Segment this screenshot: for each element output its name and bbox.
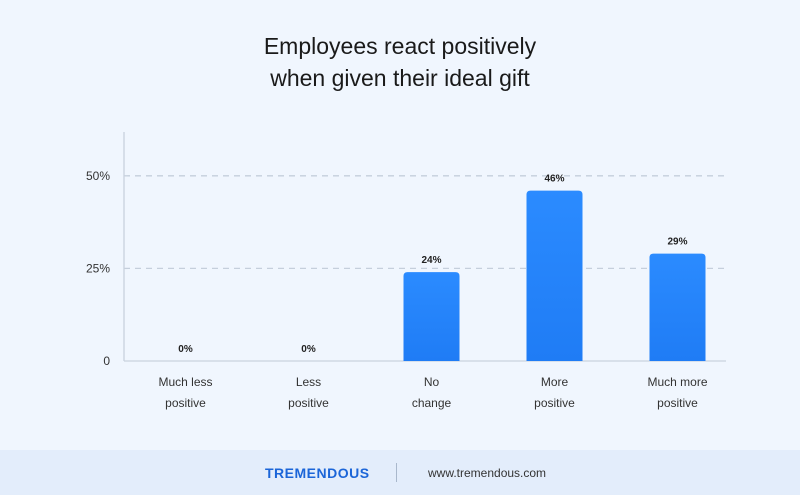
- chart-title: Employees react positively when given th…: [263, 33, 537, 91]
- x-tick-label: change: [412, 396, 452, 410]
- x-tick-label: Less: [296, 375, 321, 389]
- data-label: 46%: [544, 174, 564, 185]
- x-tick-label: More: [541, 375, 569, 389]
- data-label: 29%: [667, 237, 687, 248]
- y-tick-label: 25%: [86, 261, 110, 275]
- x-tick-label: Much less: [158, 375, 212, 389]
- y-tick-label: 0: [103, 354, 110, 368]
- website-link[interactable]: www.tremendous.com: [428, 466, 547, 480]
- bar-4: [649, 253, 706, 361]
- data-label: 0%: [178, 344, 193, 355]
- x-tick-label: positive: [657, 396, 698, 410]
- brand-logo[interactable]: TREMENDOUS: [265, 465, 370, 481]
- y-tick-label: 50%: [86, 169, 110, 183]
- x-tick-label: positive: [288, 396, 329, 410]
- bar-chart: 0 25% 50% 0% Much less positive 0% Less positive…: [86, 132, 726, 410]
- bar-2: [403, 272, 460, 361]
- bar-3: [526, 190, 583, 361]
- x-tick-label: No: [424, 375, 440, 389]
- footer: TREMENDOUS www.tremendous.com: [0, 450, 800, 495]
- data-label: 24%: [421, 255, 441, 266]
- data-label: 0%: [301, 344, 316, 355]
- x-tick-label: Much more: [647, 375, 707, 389]
- footer-divider: [396, 463, 397, 482]
- x-tick-label: positive: [534, 396, 575, 410]
- x-tick-label: positive: [165, 396, 206, 410]
